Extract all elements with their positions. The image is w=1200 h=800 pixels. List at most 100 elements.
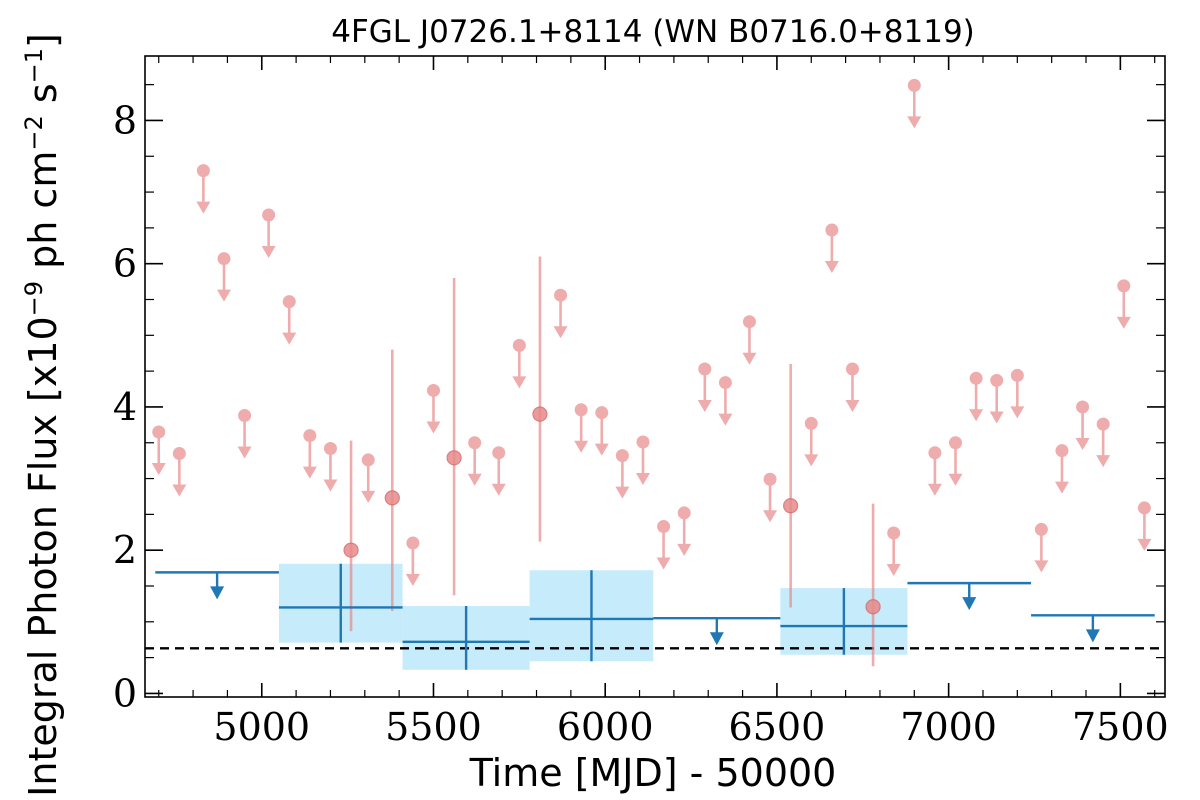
short-bin-point: [343, 542, 359, 558]
short-bin-point: [1055, 444, 1069, 458]
short-bin-point: [282, 295, 296, 309]
short-bin-point: [949, 436, 963, 450]
upper-limit-arrow-head: [845, 399, 860, 412]
upper-limit-arrow-head: [302, 466, 317, 479]
upper-limit-arrow-head: [886, 563, 901, 576]
short-bin-upper-limit: [948, 436, 963, 486]
upper-limit-arrow-head: [1054, 481, 1069, 494]
short-bin-upper-limit: [718, 376, 733, 426]
short-bin-point: [492, 446, 506, 460]
short-bin-point: [196, 164, 210, 178]
short-bin-upper-limit: [1034, 522, 1049, 573]
short-bin-upper-limit: [1075, 400, 1090, 450]
long-bin-upper-limit: [653, 617, 781, 646]
short-bin-upper-limit: [261, 208, 276, 258]
x-tick-label: 5500: [385, 705, 482, 749]
short-bin-point: [512, 338, 526, 352]
upper-limit-arrow-head: [594, 443, 609, 456]
y-tick-label: 2: [113, 528, 137, 572]
upper-limit-arrow-head: [1096, 455, 1111, 468]
short-bin-upper-limit: [1010, 368, 1025, 419]
short-bin-point: [657, 520, 671, 534]
short-bin-point: [990, 373, 1004, 387]
short-bin-upper-limit: [172, 446, 187, 497]
short-bin-point: [172, 446, 186, 460]
y-tick-label: 0: [113, 671, 137, 715]
short-bin-point: [825, 223, 839, 237]
upper-limit-arrow-head: [1075, 437, 1090, 450]
short-bin-point: [574, 403, 588, 417]
short-bin-upper-limit: [989, 373, 1004, 424]
upper-limit-arrow-head: [656, 557, 671, 570]
long-bin-detection: [402, 606, 530, 670]
upper-limit-arrow-head: [1034, 560, 1049, 573]
x-tick-label: 7500: [1072, 705, 1169, 749]
upper-limit-arrow-head: [1085, 629, 1100, 643]
upper-limit-arrow-head: [907, 116, 922, 129]
plot-area: [145, 78, 1165, 670]
x-axis-label: Time [MJD] - 50000: [469, 751, 837, 795]
upper-limit-arrow-head: [574, 440, 589, 453]
short-bin-point: [217, 252, 231, 266]
short-bin-upper-limit: [491, 446, 506, 496]
short-bin-upper-limit: [594, 406, 609, 456]
y-tick-label: 4: [113, 385, 137, 429]
short-bin-point: [718, 376, 732, 390]
y-axis-label-part: ph cm: [21, 151, 65, 281]
short-bin-point: [615, 449, 629, 463]
x-tick-label: 6500: [729, 705, 826, 749]
short-bin-upper-limit: [927, 446, 942, 496]
y-tick-label: 8: [113, 98, 137, 142]
short-bin-point: [763, 472, 777, 486]
short-bin-upper-limit: [742, 315, 757, 365]
short-bin-upper-limit: [405, 536, 420, 587]
short-bin-point: [446, 450, 462, 466]
short-bin-point: [845, 362, 859, 376]
short-bin-point: [303, 429, 317, 443]
upper-limit-arrow-head: [697, 399, 712, 412]
upper-limit-arrow-head: [210, 586, 225, 600]
short-bin-point: [323, 441, 337, 455]
upper-limit-arrow-head: [216, 289, 231, 302]
short-bin-detection: [384, 349, 400, 612]
y-axis-label-exponent: −2: [20, 115, 48, 150]
short-bin-point: [969, 371, 983, 385]
y-axis-label-part: Integral Photon Flux [x10: [21, 316, 65, 797]
short-bin-upper-limit: [886, 526, 901, 576]
x-tick-label: 5000: [213, 705, 310, 749]
upper-limit-arrow-head: [172, 484, 187, 497]
short-bin-point: [1034, 522, 1048, 536]
short-bin-upper-limit: [1137, 501, 1152, 551]
upper-limit-arrow-head: [927, 483, 942, 496]
x-tick-label: 7000: [900, 705, 997, 749]
short-bin-upper-limit: [656, 520, 671, 570]
y-axis-label-exponent: −9: [20, 281, 48, 316]
short-bin-upper-limit: [282, 295, 297, 345]
short-bin-point: [804, 416, 818, 430]
short-bin-point: [595, 406, 609, 420]
short-bin-detection: [343, 440, 359, 632]
short-bin-upper-limit: [1116, 279, 1131, 329]
short-bin-detection: [783, 363, 799, 608]
long-bin-detection: [278, 563, 403, 643]
short-bin-upper-limit: [969, 371, 984, 422]
short-bin-point: [928, 446, 942, 460]
upper-limit-arrow-head: [763, 510, 778, 523]
short-bin-upper-limit: [574, 403, 589, 453]
long-bin-detection: [780, 588, 908, 655]
upper-limit-arrow-head: [948, 473, 963, 486]
short-bin-point: [742, 315, 756, 329]
long-bin-upper-limit: [155, 571, 279, 600]
short-bin-detection: [446, 278, 462, 596]
upper-limit-arrow-head: [709, 632, 724, 646]
short-bin-point: [783, 498, 799, 514]
upper-limit-arrow-head: [467, 473, 482, 486]
short-bin-point: [384, 490, 400, 506]
short-bin-upper-limit: [512, 338, 527, 389]
short-bin-upper-limit: [467, 436, 482, 486]
upper-limit-arrow-head: [282, 332, 297, 345]
short-bin-point: [887, 526, 901, 540]
short-bin-point: [907, 78, 921, 92]
short-bin-upper-limit: [323, 441, 338, 492]
short-bin-point: [1010, 368, 1024, 382]
